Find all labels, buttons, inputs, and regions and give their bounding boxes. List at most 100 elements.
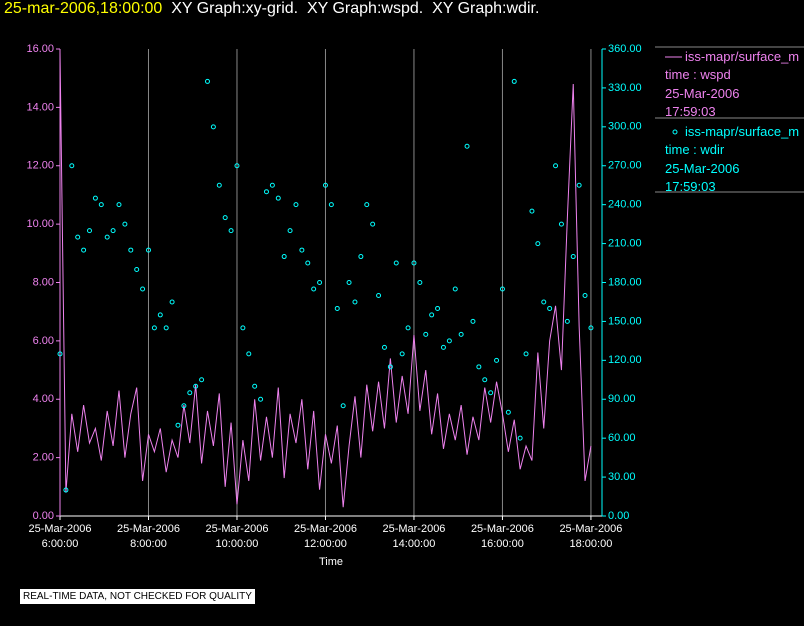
wdir-point [122, 221, 128, 227]
wdir-point [358, 254, 364, 260]
wdir-point [63, 487, 69, 493]
wdir-point [216, 182, 222, 188]
wdir-point [128, 247, 134, 253]
y2-tick-label: 30.00 [608, 471, 636, 483]
wdir-point [582, 292, 588, 298]
wdir-point [352, 299, 358, 305]
y2-tick-label: 270.00 [608, 160, 642, 172]
wdir-point [104, 234, 110, 240]
y-tick-label: 4.00 [33, 393, 54, 405]
wdir-point [263, 189, 269, 195]
wdir-point [393, 260, 399, 266]
wdir-point [553, 163, 559, 169]
y2-tick-label: 360.00 [608, 43, 642, 55]
wdir-point [452, 286, 458, 292]
wdir-point [246, 351, 252, 357]
wdir-point [387, 364, 393, 370]
wdir-point [328, 202, 334, 208]
wdir-point [570, 254, 576, 260]
wdir-point [541, 299, 547, 305]
wdir-point [98, 202, 104, 208]
wdir-point [116, 202, 122, 208]
wdir-point [482, 377, 488, 383]
wdir-point [140, 286, 146, 292]
y-tick-label: 12.00 [26, 160, 54, 172]
y-tick-label: 10.00 [26, 218, 54, 230]
wdir-point [193, 383, 199, 389]
y2-tick-label: 180.00 [608, 276, 642, 288]
wdir-point [145, 247, 151, 253]
wdir-point [399, 351, 405, 357]
legend-label: iss-mapr/surface_m [685, 49, 800, 64]
wdir-point [411, 260, 417, 266]
wdir-point [440, 344, 446, 350]
wdir-point [169, 299, 175, 305]
wdir-point [293, 202, 299, 208]
legend-detail: time : wspd [665, 67, 731, 82]
wdir-point [429, 312, 435, 318]
wdir-point [547, 305, 553, 311]
wdir-point [57, 351, 63, 357]
y2-tick-label: 300.00 [608, 121, 642, 133]
wdir-point [488, 390, 494, 396]
title-bar: 25-mar-2006,18:00:00 XY Graph:xy-grid. X… [4, 0, 539, 18]
y2-tick-label: 240.00 [608, 199, 642, 211]
wdir-point [222, 215, 228, 221]
wdir-point [405, 325, 411, 331]
wdir-point [458, 331, 464, 337]
wdir-point [311, 286, 317, 292]
wdir-point [511, 78, 517, 84]
y-tick-label: 16.00 [26, 43, 54, 55]
wdir-point [381, 344, 387, 350]
wdir-point [588, 325, 594, 331]
wdir-point [576, 182, 582, 188]
y2-tick-label: 330.00 [608, 82, 642, 94]
wspd-line [59, 51, 592, 508]
wdir-point [346, 280, 352, 285]
legend-detail: 25-Mar-2006 [665, 85, 740, 101]
wdir-point [134, 267, 140, 273]
legend-label: iss-mapr/surface_m [685, 124, 800, 139]
y-tick-label: 8.00 [33, 276, 54, 288]
wdir-point [151, 325, 157, 331]
wdir-point [275, 195, 281, 201]
wdir-point [299, 247, 305, 253]
chart-title: 25-mar-2006,18:00:00 [4, 0, 163, 17]
wdir-point [75, 234, 81, 240]
legend-detail: 17:59:03 [665, 179, 716, 194]
wdir-point [535, 241, 541, 247]
wdir-point [523, 351, 529, 357]
wdir-point [505, 409, 511, 415]
wdir-point [470, 318, 476, 324]
wdir-point [305, 260, 311, 266]
wdir-point [423, 331, 429, 337]
y2-tick-label: 120.00 [608, 354, 642, 366]
legend-detail: 17:59:03 [665, 104, 716, 119]
wdir-point [417, 280, 423, 285]
y-tick-label: 2.00 [33, 452, 54, 464]
wdir-point [204, 78, 210, 84]
legend-detail: time : wdir [665, 142, 725, 157]
wdir-point [499, 286, 505, 292]
wdir-point [322, 182, 328, 188]
x-axis-label: Time [319, 556, 343, 568]
wdir-point [529, 208, 535, 214]
y-tick-label: 14.00 [26, 101, 54, 113]
y2-tick-label: 0.00 [608, 510, 629, 522]
wdir-point [163, 325, 169, 331]
x-tick-label: 25-Mar-2006 14:00:00 [382, 523, 446, 550]
legend-swatch [672, 129, 678, 135]
wdir-point [92, 195, 98, 201]
wdir-point [494, 357, 500, 363]
y2-tick-label: 150.00 [608, 315, 642, 327]
quality-note: REAL-TIME DATA, NOT CHECKED FOR QUALITY [20, 589, 255, 604]
wdir-point [281, 254, 287, 260]
wdir-point [376, 292, 382, 298]
wdir-point [181, 403, 187, 409]
y2-tick-label: 60.00 [608, 432, 636, 444]
x-tick-label: 25-Mar-2006 10:00:00 [205, 523, 269, 550]
wdir-point [258, 396, 264, 402]
wdir-point [175, 422, 181, 428]
chart-subtitle: XY Graph:xy-grid. XY Graph:wspd. XY Grap… [171, 0, 540, 17]
